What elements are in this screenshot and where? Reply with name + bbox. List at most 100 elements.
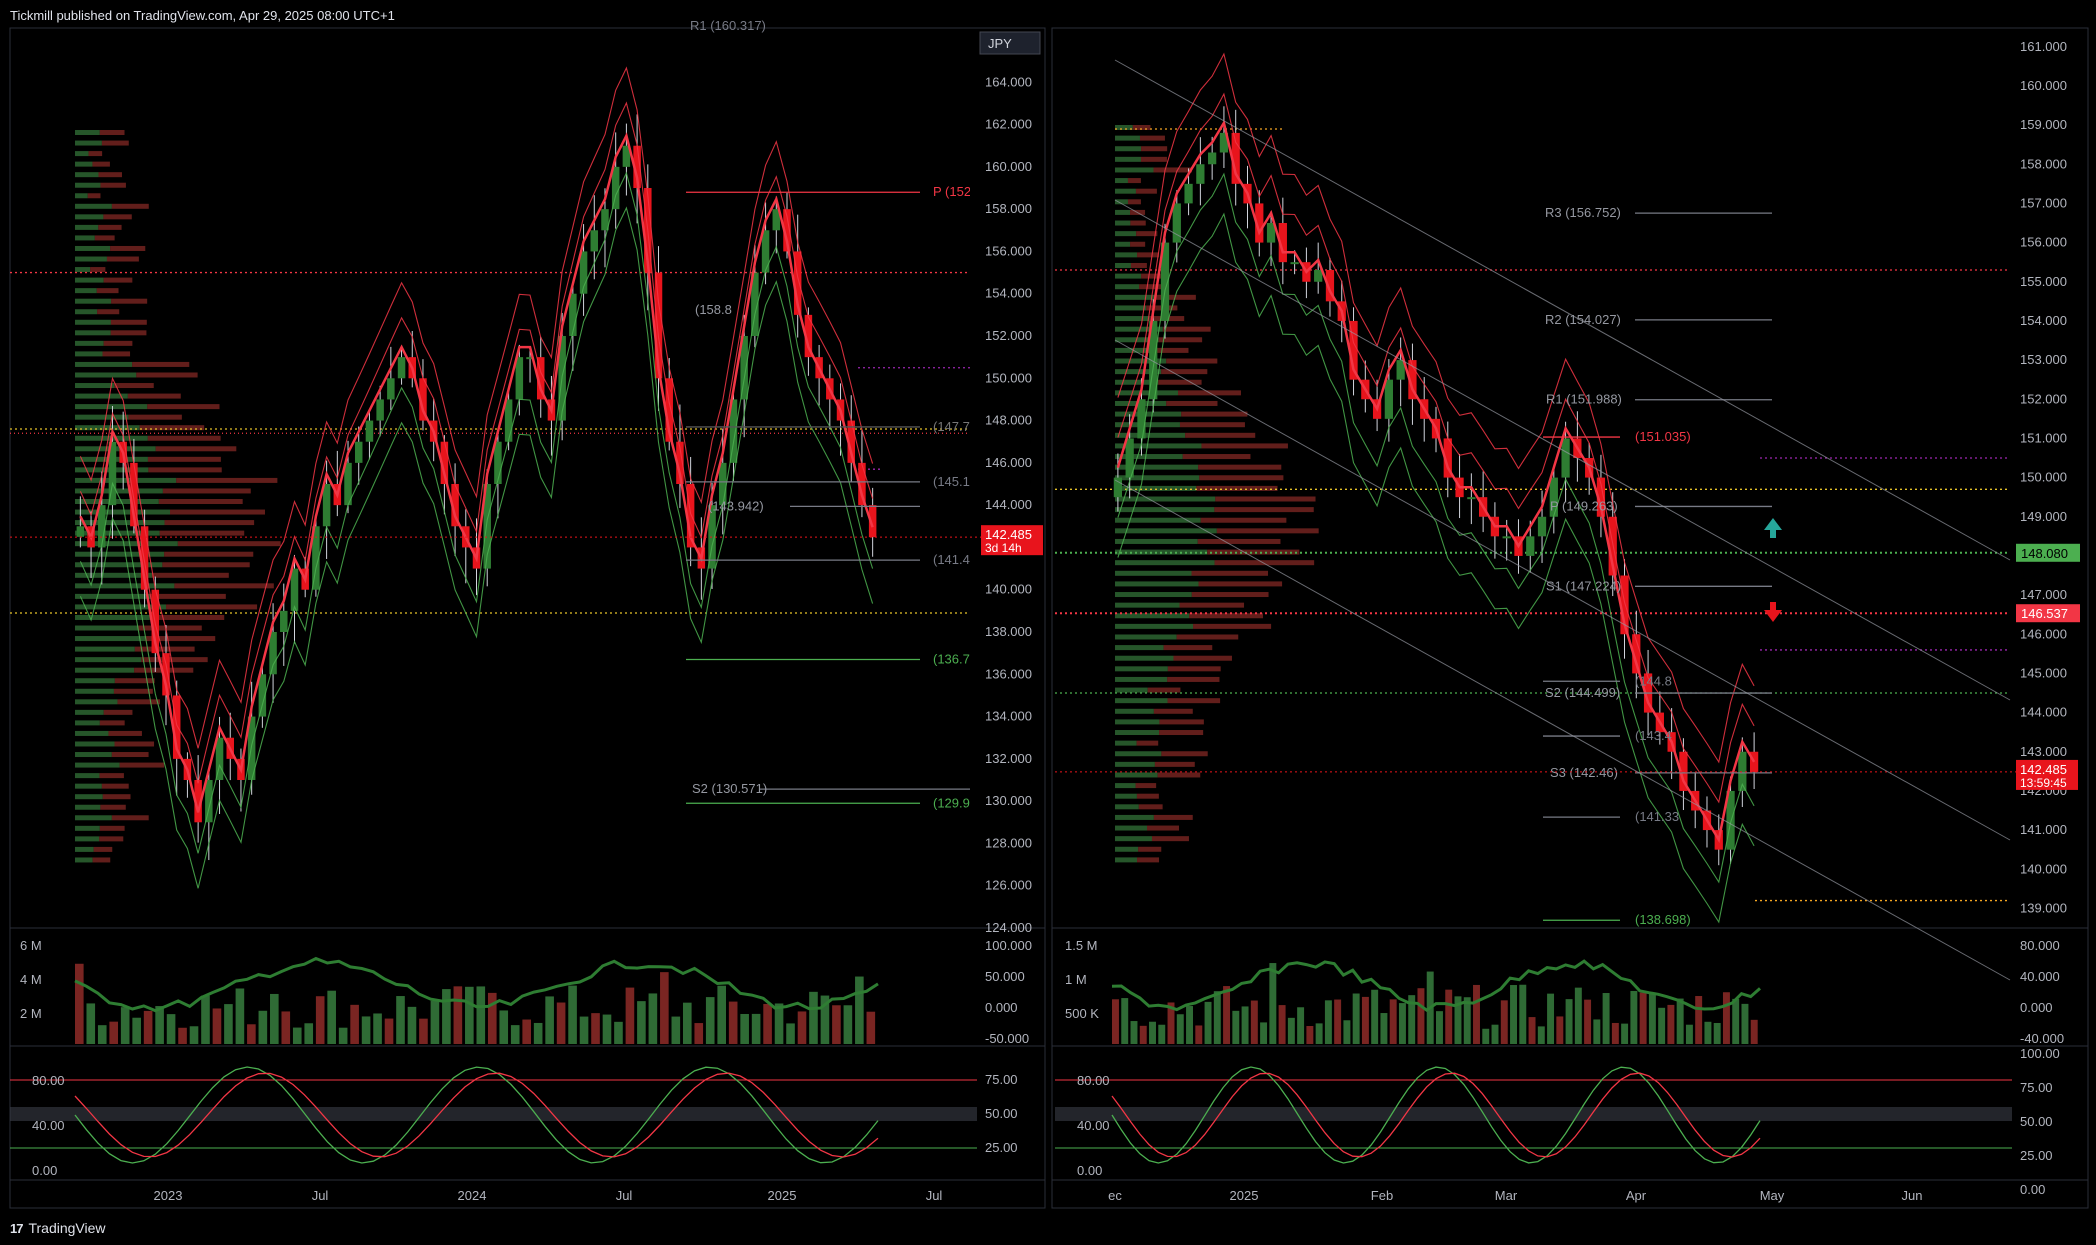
volume-bar	[86, 1003, 96, 1044]
vp-bar-up	[1115, 687, 1148, 693]
vp-bar-up	[75, 351, 103, 357]
vp-bar-down	[1151, 347, 1189, 353]
volume-bar	[247, 1024, 256, 1044]
vp-bar-up	[1115, 464, 1199, 470]
x-tick-month: Apr	[1626, 1188, 1647, 1203]
last-price-label: 142.485	[2020, 762, 2067, 777]
vp-bar-down	[1198, 464, 1282, 470]
vp-bar-down	[1198, 581, 1283, 587]
volume-bar	[1417, 988, 1425, 1044]
volume-bar	[751, 1013, 761, 1044]
stoch-tick-left: 0.00	[32, 1163, 57, 1178]
stoch-k-line	[1111, 1066, 1761, 1164]
candle-body	[76, 526, 85, 537]
volume-bar	[1297, 1007, 1305, 1044]
volume-bar	[1139, 1025, 1147, 1044]
volume-bar	[1602, 993, 1610, 1044]
vp-bar-down	[117, 699, 160, 705]
vp-bar-down	[174, 583, 274, 589]
vp-bar-down	[106, 256, 139, 262]
volume-tick: 1 M	[1065, 972, 1087, 987]
vp-bar-up	[1115, 666, 1168, 672]
vp-bar-up	[75, 488, 163, 494]
vp-bar-down	[1136, 231, 1158, 237]
vp-bar-down	[1137, 857, 1160, 863]
vp-bar-down	[162, 562, 250, 568]
vp-bar-down	[1161, 369, 1208, 375]
candle-body	[526, 357, 534, 360]
vp-bar-up	[75, 636, 146, 642]
vp-bar-up	[75, 846, 94, 852]
vp-bar-up	[75, 214, 104, 220]
vp-bar-down	[1155, 294, 1196, 300]
vp-bar-down	[1159, 719, 1204, 725]
vp-bar-down	[111, 815, 149, 821]
y-tick-label: 146.000	[985, 455, 1032, 470]
volume-bar	[637, 1001, 646, 1044]
volume-bar	[1556, 1016, 1564, 1044]
candle-body	[1620, 575, 1629, 635]
vp-bar-up	[75, 277, 104, 283]
y-tick-label: 160.000	[985, 159, 1032, 174]
vp-bar-up	[75, 773, 100, 779]
stoch-tick-right: 0.00	[2020, 1182, 2045, 1197]
volume-bar	[1241, 1006, 1249, 1044]
y-tick-label: 152.000	[985, 328, 1032, 343]
volume-bar	[1565, 999, 1573, 1044]
vp-bar-down	[158, 499, 243, 504]
pivot-label: R1 (151.988)	[1546, 392, 1622, 407]
vp-bar-up	[75, 836, 100, 842]
volume-bar	[1750, 1019, 1758, 1044]
vp-bar-up	[1115, 772, 1158, 778]
channel-line	[1114, 479, 2011, 981]
vp-bar-up	[1115, 517, 1201, 523]
vp-bar-down	[1200, 517, 1287, 523]
vp-bar-down	[113, 688, 153, 694]
vp-bar-down	[1196, 485, 1278, 491]
left-chart[interactable]: 164.000 162.000 160.000 158.000 156.000 154.0…	[10, 18, 1043, 1203]
vp-bar-down	[1153, 167, 1192, 173]
moving-average-line	[1116, 119, 1756, 844]
vp-bar-down	[1207, 549, 1300, 555]
pivot-label: (141.33	[1635, 809, 1679, 824]
vp-bar-down	[1130, 220, 1146, 226]
tradingview-brand[interactable]: 17 TradingView	[10, 1220, 106, 1236]
volume-bar	[682, 1002, 692, 1044]
volume-bar	[1463, 997, 1471, 1044]
vp-bar-down	[1167, 666, 1221, 672]
osc-tick: 100.000	[985, 938, 1032, 953]
vp-bar-up	[75, 815, 112, 821]
y-tick-label: 147.000	[2020, 587, 2067, 602]
vp-bar-down	[102, 794, 131, 800]
vp-bar-up	[1115, 676, 1168, 682]
vp-bar-down	[139, 425, 205, 431]
candle-body	[1172, 203, 1181, 243]
volume-bar	[1621, 1023, 1629, 1044]
candle-body	[440, 441, 449, 484]
vp-bar-up	[75, 520, 165, 526]
vp-bar-down	[1182, 454, 1251, 460]
vp-bar-down	[1193, 623, 1272, 629]
publish-header-text: Tickmill published on TradingView.com, A…	[10, 8, 395, 23]
y-tick-label: 140.000	[2020, 861, 2067, 876]
vp-bar-down	[114, 678, 155, 684]
vp-bar-up	[75, 646, 135, 652]
vp-bar-down	[87, 193, 101, 199]
vp-bar-up	[1115, 135, 1140, 141]
volume-bar	[1389, 999, 1397, 1044]
vp-bar-up	[75, 572, 152, 578]
volume-bar	[1204, 1001, 1212, 1044]
volume-bar	[1167, 1002, 1175, 1044]
volume-bar	[499, 1010, 509, 1044]
vp-bar-down	[1173, 655, 1232, 661]
y-tick-label: 141.000	[2020, 822, 2067, 837]
vp-bar-down	[1167, 676, 1220, 682]
vp-bar-up	[1115, 570, 1192, 576]
y-tick-label: 154.000	[985, 286, 1032, 301]
vp-bar-up	[1115, 443, 1202, 449]
stoch-tick-right: 50.00	[2020, 1114, 2053, 1129]
vp-bar-down	[1157, 772, 1201, 778]
right-chart[interactable]: 161.000 160.000 159.000 158.000 157.000 156.0…	[1055, 39, 2080, 1203]
vp-bar-down	[159, 530, 245, 536]
